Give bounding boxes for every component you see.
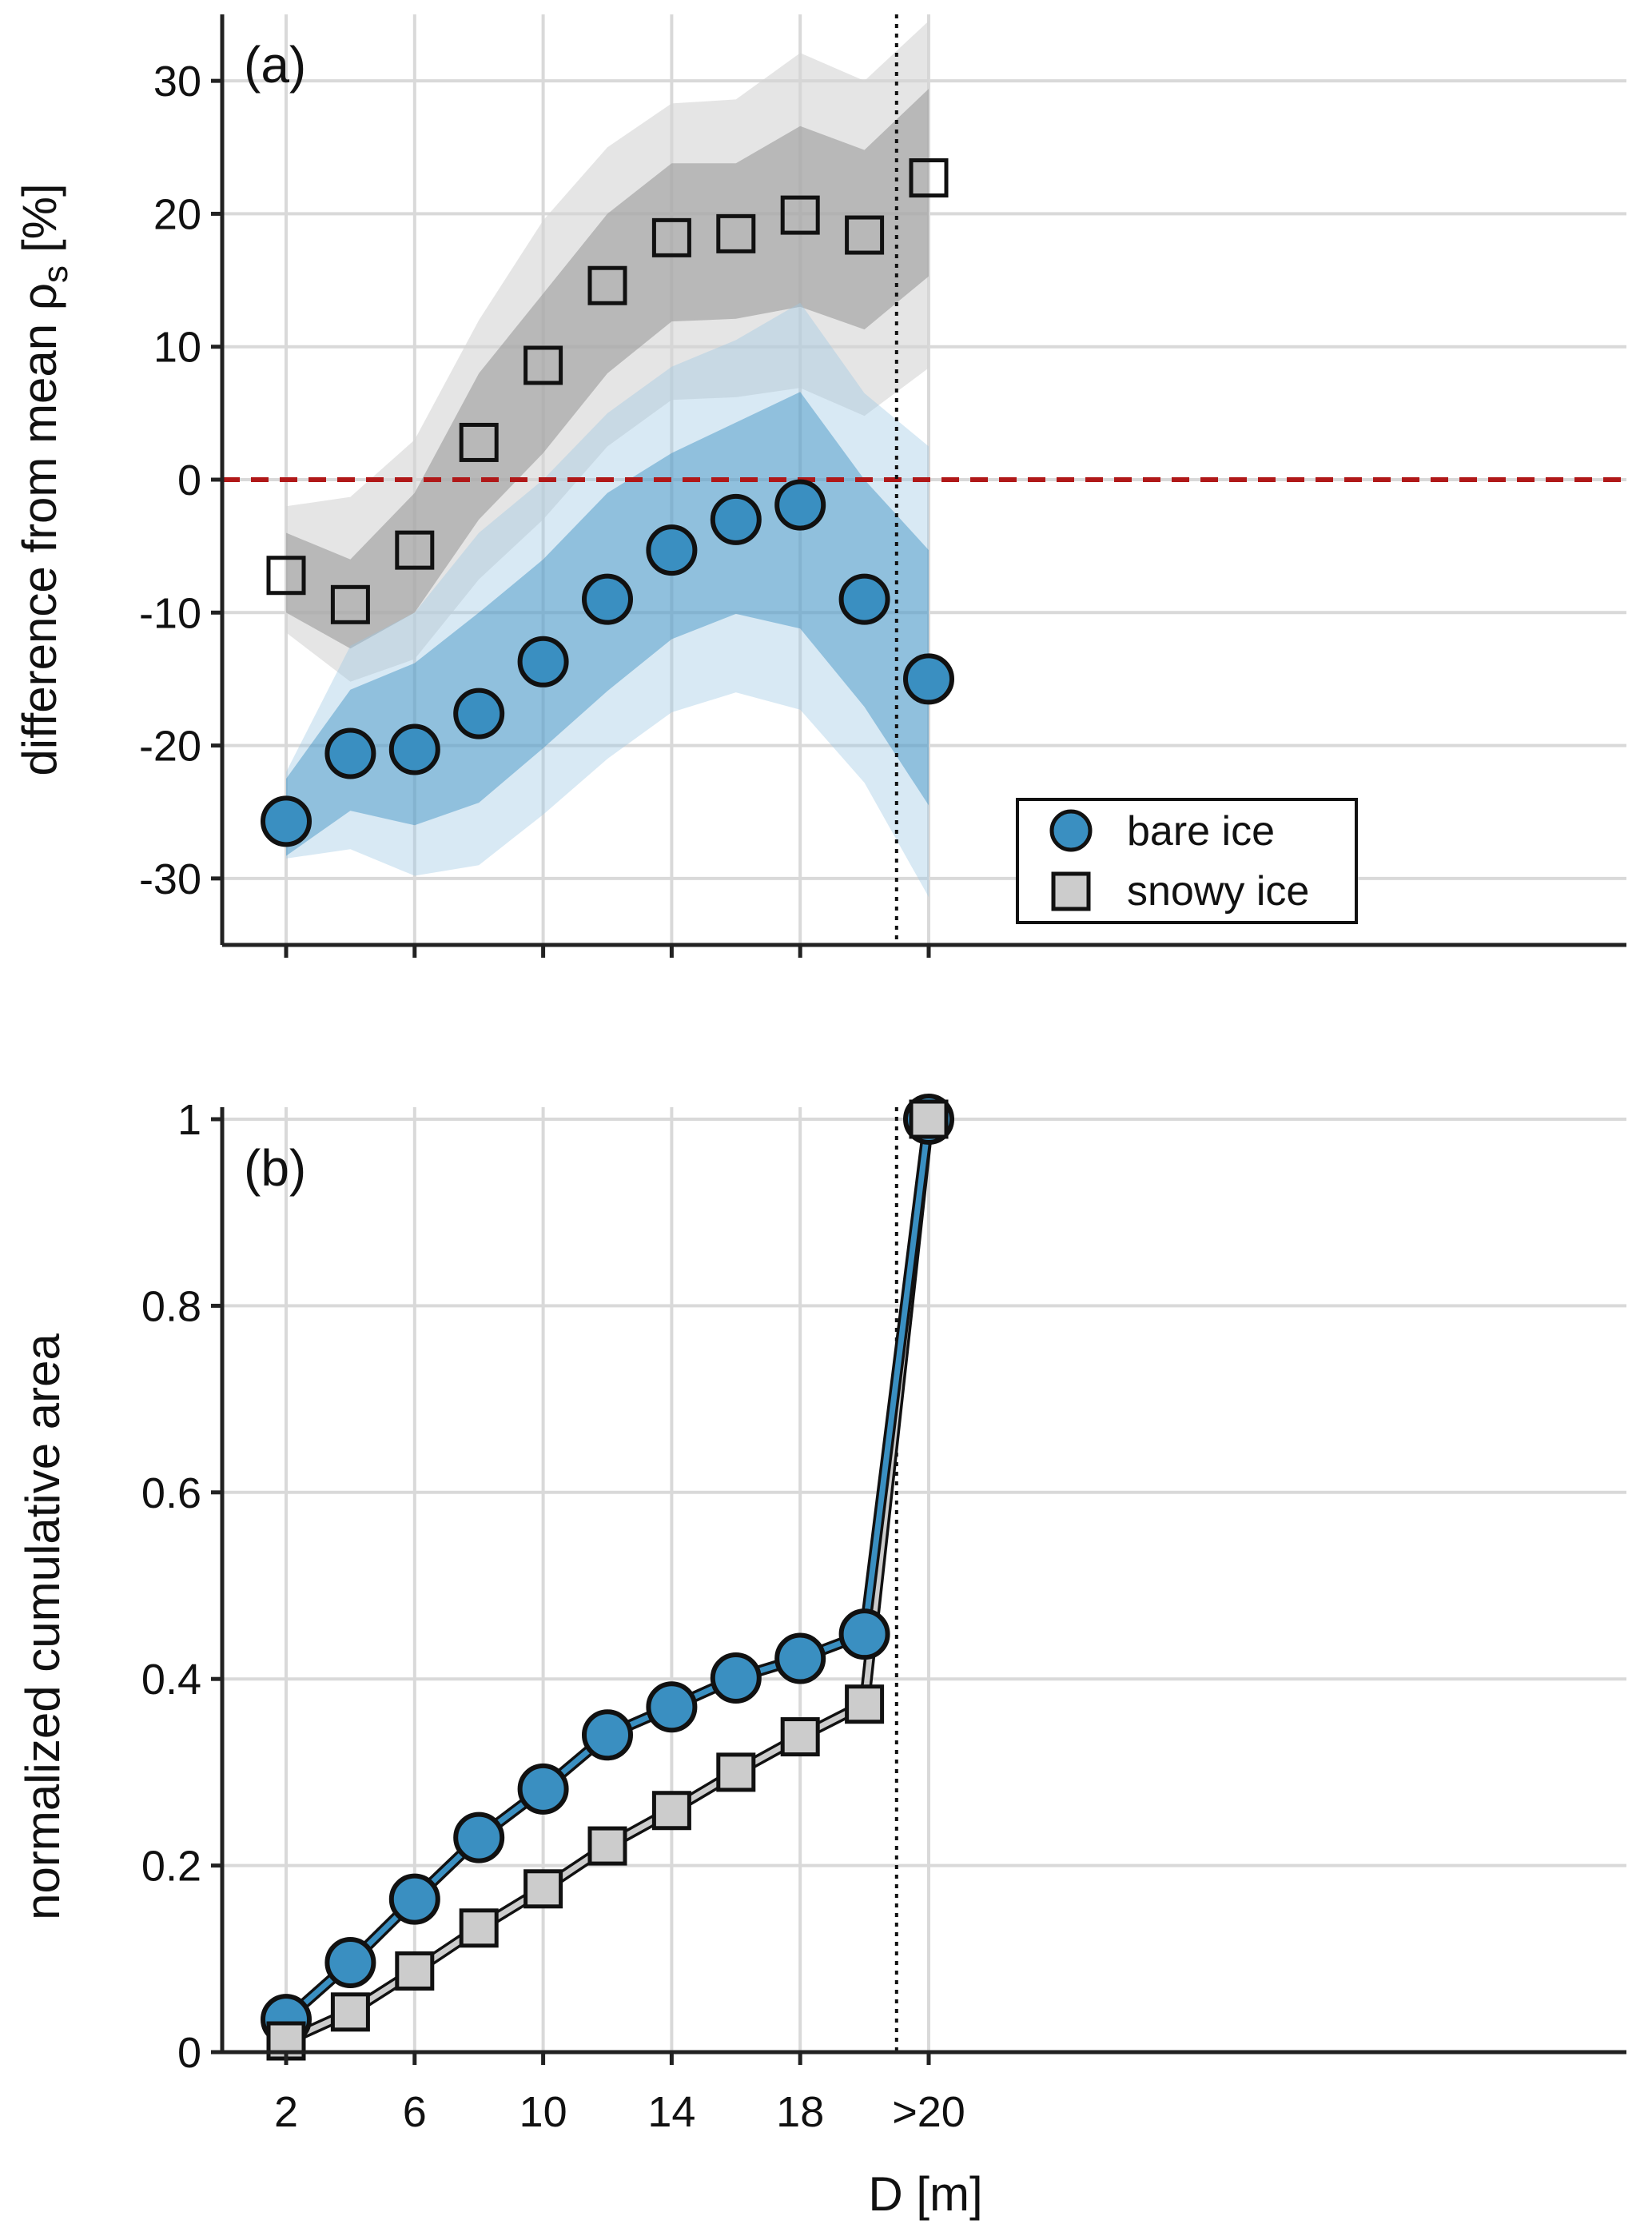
x-axis-label: D [m] <box>868 2167 982 2221</box>
snowy-ice-cumulative-point-18 <box>780 1717 820 1757</box>
snowy-ice-point->20 <box>909 158 949 198</box>
bare-ice-point-20 <box>838 573 890 625</box>
bare-ice-point-14 <box>646 524 698 576</box>
bare-ice-cumulative-point-16 <box>710 1652 762 1704</box>
panel-a-ytick-label-6: -30 <box>139 855 201 903</box>
snowy-ice-cumulative-point-14 <box>651 1791 691 1831</box>
panel-b-markers <box>261 1094 954 2061</box>
panel-b-y-axis-label: normalized cumulative area <box>16 1333 70 1920</box>
bare-ice-point->20 <box>903 653 954 705</box>
panel-b-y-tick-labels: 1 0.8 0.6 0.4 0.2 0 <box>141 1096 201 2077</box>
snowy-ice-point-2 <box>266 556 306 596</box>
snowy-ice-point-4 <box>330 584 370 624</box>
panel-b-ytick-label-1: 0.8 <box>141 1282 201 1330</box>
bare-ice-cumulative-point-14 <box>646 1681 698 1733</box>
bare-ice-point-2 <box>261 795 312 847</box>
bare-ice-cumulative-point-12 <box>582 1709 633 1761</box>
snowy-ice-point-14 <box>651 217 691 257</box>
panel-b: 1 0.8 0.6 0.4 0.2 0 2 6 10 14 18 >20 (b) normalize… <box>16 1094 1626 2221</box>
panel-a-markers <box>261 158 954 847</box>
panel-b-ytick-label-5: 0 <box>177 2029 201 2077</box>
x-tick-label-2: 10 <box>519 2088 567 2136</box>
snowy-ice-cumulative-point-8 <box>459 1908 499 1948</box>
bare-ice-point-8 <box>453 688 505 739</box>
bare-ice-cumulative-point-18 <box>774 1632 826 1684</box>
panel-a-y-axis-label: difference from mean ρs [%] <box>13 183 75 775</box>
panel-a-label: (a) <box>244 36 306 94</box>
bare-ice-point-12 <box>582 573 633 625</box>
bare-ice-point-6 <box>388 723 440 775</box>
bare-ice-cumulative-point-20 <box>838 1608 890 1660</box>
panel-a-y-axis-label-subscript: s <box>36 265 75 283</box>
panel-b-ytick-label-4: 0.2 <box>141 1843 201 1891</box>
panel-a-y-axis-label-unit: [%] <box>13 183 66 253</box>
panel-b-ytick-label-3: 0.4 <box>141 1656 201 1704</box>
snowy-ice-point-18 <box>780 195 820 235</box>
panel-b-x-tick-labels: 2 6 10 14 18 >20 <box>274 2088 965 2136</box>
bare-ice-cumulative-point-10 <box>517 1763 569 1815</box>
panel-a-axes <box>211 14 1626 958</box>
snowy-ice-cumulative-point-16 <box>716 1752 756 1792</box>
legend-bare-ice-label: bare ice <box>1127 808 1275 855</box>
x-tick-label-5: >20 <box>892 2088 965 2136</box>
panel-a-y-axis-label-main: difference from mean ρ <box>13 283 66 776</box>
snowy-ice-point-20 <box>845 215 885 255</box>
legend-bare-ice-marker <box>1049 809 1093 852</box>
snowy-ice-cumulative-point-6 <box>395 1951 435 1991</box>
panel-a-ytick-label-5: -20 <box>139 723 201 771</box>
panel-b-grid <box>222 1107 1626 2054</box>
panel-b-label: (b) <box>244 1139 306 1197</box>
snowy-ice-cumulative-point-4 <box>330 1992 370 2032</box>
x-tick-label-0: 2 <box>274 2088 298 2136</box>
bare-ice-point-4 <box>324 727 376 779</box>
bare-ice-point-18 <box>774 479 826 531</box>
panel-a-ytick-label-1: 20 <box>153 190 201 238</box>
panel-a-ytick-label-4: -10 <box>139 589 201 637</box>
panel-a: 30 20 10 0 -10 -20 -30 (a) difference from mea… <box>13 14 1626 958</box>
bare-ice-point-16 <box>710 493 762 545</box>
legend: bare ice snowy ice <box>1016 798 1358 924</box>
panel-b-axes <box>211 1107 1626 2065</box>
snowy-ice-cumulative-point-10 <box>523 1869 563 1909</box>
snowy-ice-point-10 <box>523 345 563 385</box>
snowy-ice-point-8 <box>459 422 499 462</box>
panel-a-y-tick-labels: 30 20 10 0 -10 -20 -30 <box>139 58 201 903</box>
bare-ice-cumulative-point-8 <box>453 1812 505 1863</box>
panel-a-ytick-label-3: 0 <box>177 456 201 504</box>
panel-b-ytick-label-2: 0.6 <box>141 1469 201 1517</box>
legend-snowy-ice-marker <box>1051 871 1091 911</box>
snowy-ice-cumulative-point->20 <box>909 1099 949 1139</box>
panel-a-ytick-label-2: 10 <box>153 324 201 372</box>
x-tick-label-3: 14 <box>647 2088 695 2136</box>
snowy-ice-inner-band <box>286 89 929 649</box>
bare-ice-point-10 <box>517 636 569 688</box>
x-tick-label-1: 6 <box>403 2088 427 2136</box>
snowy-ice-point-16 <box>716 213 756 253</box>
legend-snowy-ice-label: snowy ice <box>1127 868 1309 915</box>
bare-ice-cumulative-point-4 <box>324 1936 376 1988</box>
snowy-ice-point-6 <box>395 530 435 570</box>
snowy-ice-point-12 <box>587 265 627 305</box>
panel-a-ytick-label-0: 30 <box>153 58 201 106</box>
x-tick-label-4: 18 <box>776 2088 824 2136</box>
bare-ice-cumulative-point-6 <box>388 1873 440 1925</box>
panel-b-ytick-label-0: 1 <box>177 1096 201 1144</box>
snowy-ice-cumulative-point-20 <box>845 1684 885 1724</box>
snowy-ice-cumulative-point-12 <box>587 1826 627 1866</box>
